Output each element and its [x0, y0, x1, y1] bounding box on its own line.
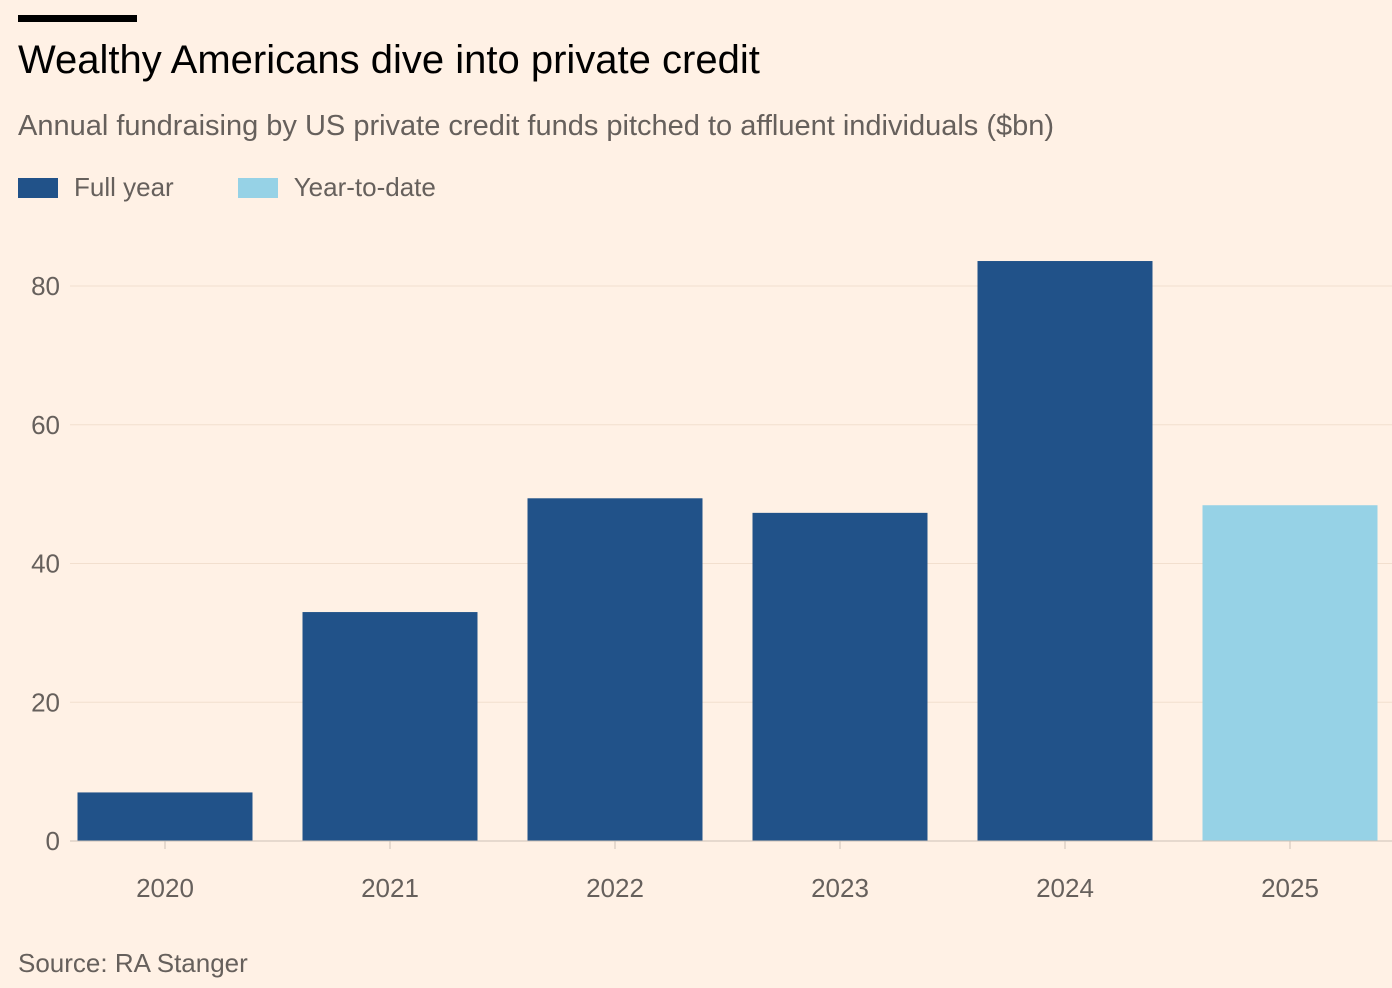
y-tick-label: 40 [31, 549, 60, 579]
legend-swatch-ytd [237, 177, 278, 198]
legend-swatch-full-year [18, 177, 58, 198]
x-tick-label: 2025 [1261, 873, 1319, 903]
chart-title: Wealthy Americans dive into private cred… [18, 38, 760, 82]
legend-label: Year-to-date [293, 172, 436, 202]
x-tick-label: 2021 [361, 873, 419, 903]
bar-2022 [527, 498, 703, 841]
y-tick-label: 80 [31, 271, 60, 301]
legend: Full year Year-to-date [18, 172, 500, 203]
y-tick-label: 20 [31, 687, 60, 717]
bar-2025 [1202, 505, 1378, 841]
legend-item-full-year: Full year [18, 172, 174, 203]
legend-label: Full year [74, 172, 174, 202]
x-tick-label: 2024 [1036, 873, 1094, 903]
bar-2020 [77, 792, 253, 841]
bar-2024 [977, 261, 1153, 841]
chart-subtitle: Annual fundraising by US private credit … [18, 110, 1055, 142]
x-tick-label: 2023 [811, 873, 869, 903]
bar-2021 [302, 612, 478, 841]
y-tick-label: 60 [31, 410, 60, 440]
source-note: Source: RA Stanger [18, 948, 248, 978]
y-tick-label: 0 [46, 826, 60, 856]
x-tick-label: 2022 [586, 873, 644, 903]
bar-2023 [752, 512, 928, 841]
x-tick-label: 2020 [136, 873, 194, 903]
ft-top-bar [18, 15, 137, 22]
legend-item-ytd: Year-to-date [237, 172, 436, 203]
